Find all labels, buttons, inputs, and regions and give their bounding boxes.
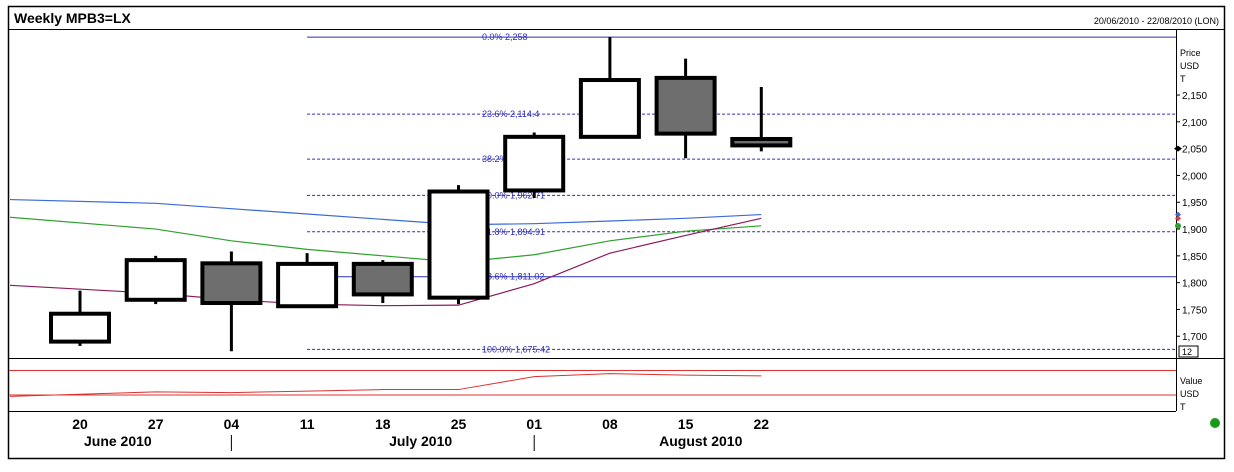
- candle-body: [276, 261, 339, 309]
- value-series-line: [9, 373, 762, 397]
- price-tick-label: 2,000: [1182, 171, 1207, 182]
- value-plot-area: Value USD T: [9, 359, 1202, 412]
- candle-body: [49, 311, 111, 344]
- candle-body: [124, 258, 187, 302]
- price-tick-label: 1,750: [1182, 305, 1207, 316]
- value-axis-label-2: USD: [1180, 389, 1200, 399]
- date-tick-label: 27: [148, 416, 164, 432]
- candle-body: [200, 261, 263, 306]
- date-axis-ticks: 20 27 04 11 18 25 01 08 15 22: [72, 416, 769, 432]
- value-axis-label-1: Value: [1180, 376, 1202, 386]
- date-tick-label: 01: [526, 416, 542, 432]
- candle-body: [351, 261, 414, 297]
- price-tick-label: 1,950: [1182, 198, 1207, 209]
- status-indicator-dot: [1210, 418, 1220, 428]
- fib-label: 50.0% 1,962.71: [482, 190, 545, 200]
- candle-body: [654, 75, 717, 136]
- moving-average-line-2: [9, 216, 762, 263]
- date-tick-label: 25: [451, 416, 467, 432]
- fib-label: 100.0% 1,675.42: [482, 344, 550, 354]
- date-range-label: 20/06/2010 - 22/08/2010 (LON): [1094, 16, 1219, 26]
- ma-end-marker-green: [1175, 222, 1181, 229]
- outer-frame: [7, 5, 1226, 460]
- candle-body: [503, 134, 566, 193]
- candle-body: [427, 189, 490, 300]
- price-tick-label: 2,100: [1182, 118, 1207, 129]
- candle-body: [730, 136, 793, 148]
- date-tick-label: 04: [224, 416, 240, 432]
- fib-label: 61.8% 1,894.91: [482, 227, 545, 237]
- current-value-box: [1178, 345, 1199, 358]
- ma-end-marker-red: [1175, 215, 1181, 222]
- fib-label: 0.0% 2,258: [482, 32, 528, 42]
- date-tick-label: 11: [300, 416, 315, 432]
- last-price-marker: [1174, 145, 1182, 152]
- date-tick-label: 15: [678, 416, 694, 432]
- date-tick-label: 18: [375, 416, 391, 432]
- fib-label: 23.6% 2,114.4: [482, 109, 539, 119]
- fib-label: 78.6% 1,811.02: [482, 272, 544, 282]
- price-tick-label: 1,700: [1182, 332, 1207, 343]
- price-tick-label: 2,150: [1182, 91, 1207, 102]
- date-tick-label: 22: [754, 416, 770, 432]
- month-labels: June 2010 July 2010 August 2010: [84, 433, 743, 451]
- price-axis-ticks: 1,700 1,750 1,800 1,850 1,900 1,950 2,000 2,050…: [1176, 91, 1207, 343]
- moving-average-line-3: [9, 217, 762, 307]
- moving-averages: [9, 198, 762, 307]
- value-axis-label-3: T: [1180, 402, 1186, 412]
- candle-body: [578, 78, 641, 139]
- value-series: [9, 370, 1176, 397]
- price-axis-label-1: Price: [1180, 48, 1201, 58]
- ma-end-marker-blue: [1175, 211, 1181, 218]
- price-tick-label: 1,800: [1182, 279, 1207, 290]
- price-axis-label-2: USD: [1180, 61, 1200, 71]
- price-tick-label: 2,050: [1182, 145, 1207, 156]
- month-label: August 2010: [659, 433, 742, 449]
- current-value-text: 12: [1182, 347, 1192, 357]
- date-tick-label: 08: [602, 416, 618, 432]
- month-label: June 2010: [84, 433, 152, 449]
- series-end-markers: [1174, 145, 1182, 229]
- price-tick-label: 1,900: [1182, 225, 1207, 236]
- month-label: July 2010: [389, 433, 452, 449]
- price-tick-label: 1,850: [1182, 252, 1207, 263]
- chart-title: Weekly MPB3=LX: [14, 10, 132, 26]
- price-axis-label-3: T: [1180, 74, 1186, 84]
- candlesticks: [49, 37, 793, 352]
- date-tick-label: 20: [72, 416, 88, 432]
- moving-average-line-1: [9, 198, 762, 226]
